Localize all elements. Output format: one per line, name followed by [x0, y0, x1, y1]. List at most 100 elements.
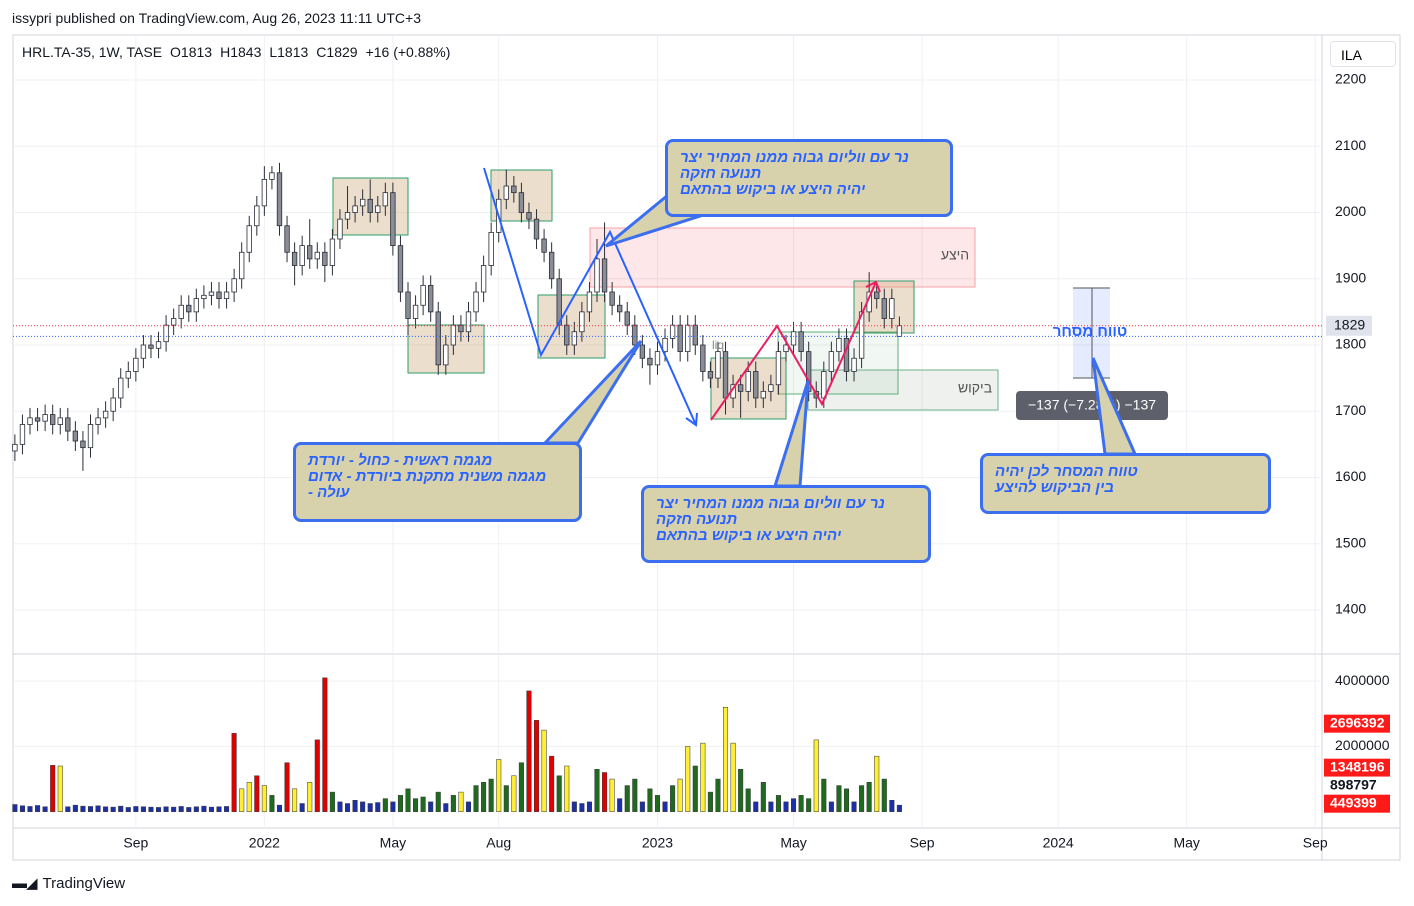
- supply-zone: [589, 227, 976, 288]
- range-label: טווח מסחר: [1053, 323, 1127, 340]
- volume-bar: [148, 806, 154, 812]
- volume-bar: [420, 796, 426, 812]
- demand-label: ביקוש: [958, 380, 992, 396]
- candle-body: [27, 417, 33, 425]
- candle-body: [874, 291, 880, 300]
- candle-body: [836, 337, 842, 353]
- volume-bar: [360, 801, 366, 812]
- volume-bar: [632, 778, 638, 812]
- candle-body: [639, 344, 646, 359]
- candle-body: [526, 212, 532, 220]
- candle-body: [72, 430, 79, 442]
- volume-bar: [609, 778, 615, 812]
- candle-body: [473, 291, 479, 313]
- candle-body: [435, 311, 441, 366]
- volume-bar: [881, 778, 887, 812]
- x-tick-label: Sep: [910, 835, 935, 851]
- candle-body: [798, 331, 804, 353]
- volume-bar: [103, 806, 109, 812]
- volume-bar: [851, 801, 857, 812]
- volume-bar: [647, 788, 653, 812]
- candle-body: [148, 344, 154, 349]
- candle-body: [677, 324, 683, 353]
- candle-body: [223, 291, 230, 300]
- candle-body: [881, 298, 887, 319]
- candle-body: [155, 341, 162, 349]
- volume-bar: [352, 800, 358, 812]
- volume-tick-label: 2000000: [1335, 737, 1390, 753]
- volume-bar: [382, 798, 388, 812]
- volume-bar: [488, 778, 494, 812]
- candle-body: [405, 291, 411, 319]
- volume-bar: [458, 791, 464, 812]
- liq-label: liq: [712, 338, 724, 352]
- candle-body: [601, 258, 608, 293]
- candle-body: [571, 331, 577, 346]
- candle-body: [518, 192, 525, 213]
- volume-bar: [186, 807, 192, 812]
- candle-body: [344, 212, 351, 220]
- callout-line: נר עם ווליום גבוה ממנו המחיר יצר: [656, 495, 885, 512]
- volume-bar: [534, 720, 540, 812]
- secondary-trend-line: [710, 281, 877, 421]
- y-tick-label: 1900: [1335, 269, 1366, 285]
- volume-bar: [299, 803, 305, 812]
- primary-trend-line: [483, 167, 697, 426]
- volume-bar: [866, 782, 872, 812]
- candle-body: [533, 218, 540, 240]
- callout: נר עם ווליום גבוה ממנו המחיר יצר תנועה חז…: [641, 485, 931, 563]
- ohlc-high: H1843: [220, 44, 262, 60]
- y-tick-label: 2100: [1335, 137, 1366, 153]
- volume-bar: [526, 690, 532, 812]
- candle-body: [102, 410, 109, 419]
- volume-bar: [639, 801, 645, 812]
- volume-bar: [428, 801, 434, 812]
- volume-bar: [503, 785, 509, 812]
- volume-bar: [375, 802, 381, 812]
- callout-line: יהיה היצע או ביקוש בהתאם: [656, 527, 842, 544]
- callout: מגמה ראשית - כחול - יורדת מגמה משנית מתקנ…: [293, 442, 582, 522]
- y-tick-label: 1400: [1335, 601, 1366, 617]
- candle-body: [254, 205, 260, 227]
- volume-bar: [118, 805, 124, 812]
- volume-bar: [216, 806, 222, 812]
- candle-body: [669, 324, 676, 339]
- volume-bar: [481, 782, 487, 812]
- candle-body: [858, 311, 865, 359]
- candle-body: [133, 357, 139, 372]
- y-tick-label: 1800: [1335, 336, 1366, 352]
- candle-body: [95, 417, 101, 425]
- candle-body: [768, 384, 774, 392]
- price-badge-bg: [1326, 315, 1372, 336]
- candle-body: [511, 185, 517, 194]
- callout-line: בין הביקוש להיצע: [995, 479, 1115, 496]
- volume-bar: [586, 801, 592, 812]
- candle-body: [564, 324, 570, 346]
- volume-bar: [397, 795, 403, 812]
- x-tick-label: 2024: [1043, 835, 1074, 851]
- volume-bar: [843, 788, 849, 812]
- volume-bar: [329, 791, 335, 812]
- currency-button[interactable]: ILA: [1330, 41, 1396, 67]
- volume-bar: [133, 806, 139, 812]
- candle-body: [231, 278, 237, 293]
- candle-body: [110, 397, 116, 412]
- volume-bar: [594, 768, 600, 812]
- volume-level-bg: [1324, 794, 1390, 813]
- volume-bar: [753, 801, 759, 812]
- volume-bar: [443, 803, 449, 812]
- candle-body: [163, 324, 169, 343]
- volume-bar: [617, 798, 623, 812]
- volume-bar: [178, 806, 184, 812]
- volume-bar: [239, 788, 245, 812]
- candle-body: [42, 414, 48, 422]
- volume-bar: [707, 791, 713, 812]
- volume-tick-label: 4000000: [1335, 672, 1390, 688]
- callout-line: תנועה חזקה: [656, 511, 738, 528]
- volume-bar: [231, 733, 237, 812]
- volume-bar: [345, 803, 351, 812]
- volume-bar: [692, 765, 698, 812]
- volume-bar: [896, 804, 902, 812]
- candle-body: [480, 265, 487, 293]
- candle-body: [753, 371, 759, 399]
